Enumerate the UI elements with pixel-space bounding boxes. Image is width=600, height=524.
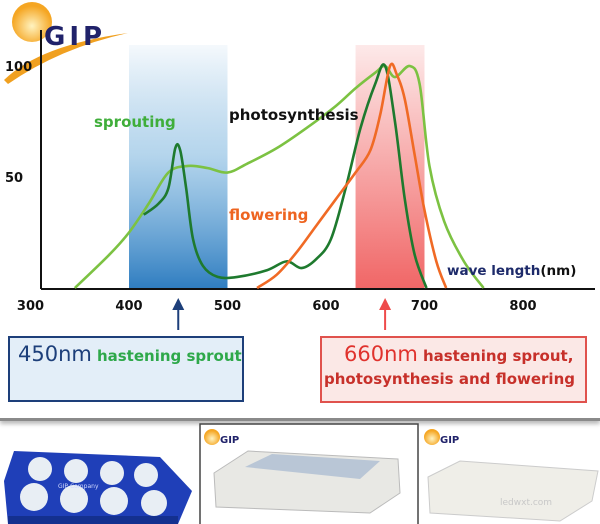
product-white-fixture: GIP [204, 429, 401, 514]
x-tick-700: 700 [411, 299, 438, 314]
svg-text:GIP: GIP [44, 22, 106, 52]
callout-450nm: 450nm hastening sprout [8, 336, 244, 402]
spectrum-panel: GIP 300 400 500 600 700 800 50 100 sprouting ph… [0, 0, 600, 421]
callout-660-nm: 660nm [344, 342, 418, 366]
product-logo: GIP [220, 435, 239, 446]
series-flowering [256, 62, 448, 290]
callout-660-text2: photosynthesis and flowering [324, 370, 575, 388]
x-axis-label: wave length(nm) [447, 263, 576, 279]
callout-450-nm: 450nm [18, 342, 92, 366]
x-tick-800: 800 [509, 299, 536, 314]
series-chlorophyll [142, 63, 428, 289]
x-tick-600: 600 [312, 299, 339, 314]
blue-fixture-label: GIP Company [58, 483, 99, 490]
product-blue-fixture: GIP Company [4, 451, 192, 524]
label-sprouting: sprouting [94, 113, 176, 131]
watermark: ledwxt.com [500, 498, 552, 508]
callout-450-text: hastening sprout [96, 347, 242, 365]
marker-arrow-660 [379, 298, 392, 310]
spectrum-chart: GIP 300 400 500 600 700 800 50 100 sprouting ph… [4, 2, 595, 336]
x-tick-300: 300 [17, 299, 44, 314]
y-tick-100: 100 [5, 60, 32, 75]
product-third-fixture: GIP ledwxt.com [424, 429, 599, 522]
gip-logo: GIP [4, 2, 128, 84]
y-tick-50: 50 [5, 171, 23, 186]
label-photosynthesis: photosynthesis [229, 106, 359, 124]
x-tick-500: 500 [214, 299, 241, 314]
series-photosynthesis [73, 64, 485, 289]
label-flowering: flowering [229, 206, 308, 224]
x-tick-400: 400 [115, 299, 142, 314]
marker-arrow-450 [172, 298, 185, 310]
callout-660nm: 660nm hastening sprout, photosynthesis a… [320, 336, 587, 403]
product-photos: GIP Company GIP GIP ledwxt.com [4, 423, 599, 524]
callout-660-text: hastening sprout, [422, 347, 574, 365]
svg-text:GIP: GIP [440, 435, 459, 446]
